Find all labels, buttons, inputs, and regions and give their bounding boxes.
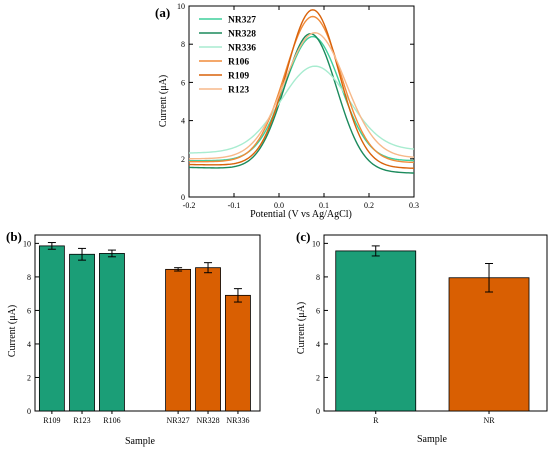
- bar-nr336: [225, 294, 251, 412]
- y-tick-label: 10: [312, 239, 320, 248]
- bar-nr328: [195, 267, 221, 412]
- series-line-r123: [188, 32, 415, 160]
- panel-c-y-axis: 0 2 4 6 8 10: [312, 239, 328, 416]
- x-tick-label: 0.1: [319, 201, 329, 210]
- legend-label-nr336: NR336: [228, 44, 256, 54]
- y-tick-label: 8: [181, 40, 185, 49]
- x-tick-label-r106: R106: [103, 416, 120, 425]
- bar-r: [335, 250, 417, 412]
- panel-c-plot-frame: [323, 234, 548, 412]
- panel-c: (c) 0 2 4 6 8 10 R NR Current (μA) Sample: [296, 229, 548, 445]
- panel-c-label: (c): [296, 229, 310, 244]
- panel-c-y-axis-title: Current (μA): [296, 302, 307, 354]
- panel-b-bars: R109 R123 R106 NR327 NR328 NR336: [38, 242, 251, 425]
- y-tick-label: 4: [27, 340, 31, 349]
- x-tick-label-nr327: NR327: [167, 416, 190, 425]
- y-tick-label: 8: [27, 273, 31, 282]
- panel-b-x-axis-title: Sample: [125, 436, 156, 447]
- panel-a-y-axis: 0 2 4 6 8 10: [177, 2, 414, 202]
- x-tick-label-nr336: NR336: [226, 416, 249, 425]
- x-tick-label-r: R: [373, 416, 379, 425]
- x-tick-label-r109: R109: [43, 416, 60, 425]
- y-tick-label: 0: [27, 407, 31, 416]
- series-line-r109: [188, 9, 415, 169]
- legend-label-r106: R106: [228, 58, 249, 68]
- bar-r123: [69, 253, 95, 412]
- x-tick-label: -0.2: [183, 201, 196, 210]
- series-line-nr328: [188, 32, 415, 174]
- y-tick-label: 10: [177, 2, 185, 11]
- panel-b-y-axis-title: Current (μA): [7, 305, 18, 357]
- series-line-nr327: [189, 35, 415, 162]
- bar-r106: [99, 253, 125, 412]
- y-tick-label: 6: [316, 306, 320, 315]
- panel-a-series-lines: [188, 9, 415, 174]
- y-tick-label: 0: [316, 407, 320, 416]
- y-tick-label: 6: [181, 78, 185, 87]
- y-tick-label: 10: [23, 239, 31, 248]
- bar-nr327: [165, 268, 192, 412]
- panel-a-x-axis-title: Potential (V vs Ag/AgCl): [250, 209, 352, 220]
- x-tick-label-nr328: NR328: [196, 416, 219, 425]
- y-tick-label: 2: [181, 155, 185, 164]
- x-tick-label: -0.1: [228, 201, 241, 210]
- x-tick-label: 0.3: [409, 201, 419, 210]
- panel-a-y-axis-title: Current (μA): [158, 75, 169, 127]
- x-tick-label-r123: R123: [73, 416, 90, 425]
- y-tick-label: 4: [316, 340, 320, 349]
- panel-a-plot-frame: [188, 5, 415, 198]
- panel-a-label: (a): [155, 5, 170, 20]
- legend-label-nr327: NR327: [228, 16, 256, 26]
- x-tick-label-nr: NR: [483, 416, 495, 425]
- x-tick-label: 0.2: [364, 201, 374, 210]
- bar-r109: [38, 245, 65, 412]
- panel-b-label: (b): [6, 229, 22, 244]
- panel-c-x-axis-title: Sample: [417, 434, 448, 445]
- legend-label-r123: R123: [228, 86, 249, 96]
- y-tick-label: 4: [181, 117, 185, 126]
- x-tick-label: 0.0: [274, 201, 284, 210]
- legend-label-r109: R109: [228, 72, 249, 82]
- y-tick-label: 0: [181, 193, 185, 202]
- panel-a-legend: NR327 NR328 NR336 R106 R109 R123: [199, 16, 256, 96]
- panel-b-y-axis: 0 2 4 6 8 10: [23, 239, 39, 416]
- y-tick-label: 6: [27, 306, 31, 315]
- panel-a-x-axis: -0.2 -0.1 0.0 0.1 0.2 0.3: [183, 6, 419, 210]
- bar-nr: [448, 277, 530, 412]
- series-line-r106: [189, 15, 415, 164]
- y-tick-label: 8: [316, 273, 320, 282]
- series-line-nr336: [188, 65, 415, 154]
- panel-c-bars: R NR: [335, 245, 530, 425]
- legend-label-nr328: NR328: [228, 30, 256, 40]
- panel-b-plot-frame: [34, 234, 261, 412]
- y-tick-label: 2: [316, 373, 320, 382]
- y-tick-label: 2: [27, 373, 31, 382]
